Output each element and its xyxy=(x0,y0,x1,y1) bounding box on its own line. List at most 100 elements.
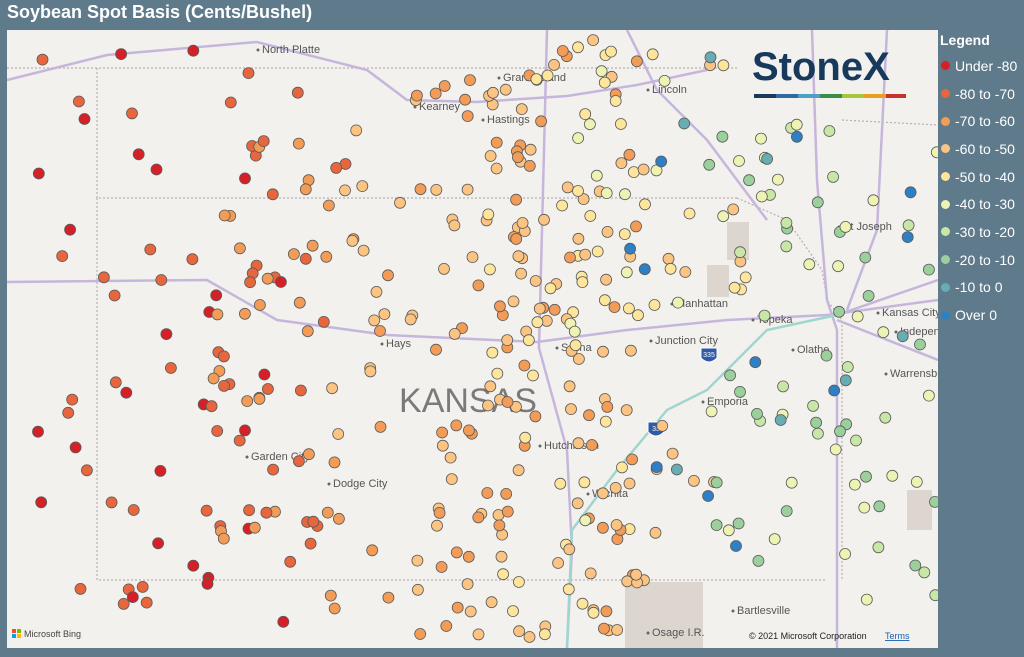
station-dot xyxy=(579,514,592,527)
station-dot xyxy=(512,576,525,588)
station-dot xyxy=(601,225,614,238)
legend-item[interactable]: -10 to 0 xyxy=(940,274,1024,302)
legend-item[interactable]: -70 to -60 xyxy=(940,107,1024,135)
station-dot xyxy=(705,405,718,418)
station-dot xyxy=(267,463,280,476)
station-dot xyxy=(595,65,608,78)
station-dot xyxy=(511,151,524,164)
station-dot xyxy=(688,474,700,487)
legend-item[interactable]: -20 to -10 xyxy=(940,246,1024,274)
station-dot xyxy=(518,359,531,372)
station-dot xyxy=(150,163,163,176)
station-dot xyxy=(218,379,230,392)
station-dot xyxy=(394,196,406,209)
station-dot xyxy=(734,385,746,398)
station-dot xyxy=(328,602,341,615)
station-dot xyxy=(200,504,213,517)
legend-item[interactable]: -30 to -20 xyxy=(940,218,1024,246)
station-dot xyxy=(597,345,609,358)
city-marker xyxy=(649,339,653,343)
station-dot xyxy=(655,155,668,168)
legend-item[interactable]: -40 to -30 xyxy=(940,190,1024,218)
station-dot xyxy=(261,383,274,395)
station-dot xyxy=(368,314,381,327)
station-dot xyxy=(552,557,564,569)
station-dot xyxy=(382,269,394,282)
station-dot xyxy=(630,220,642,233)
legend-item[interactable]: Over 0 xyxy=(940,301,1024,329)
legend-item[interactable]: -80 to -70 xyxy=(940,80,1024,108)
station-dot xyxy=(833,305,845,318)
station-dot xyxy=(205,400,218,413)
station-dot xyxy=(332,428,345,440)
station-dot xyxy=(430,343,442,356)
shield-label: 35 xyxy=(652,426,660,433)
city-marker xyxy=(327,482,331,486)
city-label: Osage I.R. xyxy=(652,627,705,639)
station-dot xyxy=(364,365,377,378)
station-dot xyxy=(780,216,793,229)
station-dot xyxy=(464,74,476,86)
station-dot xyxy=(459,93,472,106)
station-dot xyxy=(752,555,765,567)
station-dot xyxy=(539,628,551,641)
station-dot xyxy=(548,303,561,316)
bing-text: Microsoft Bing xyxy=(24,629,81,639)
station-dot xyxy=(751,407,763,420)
station-dot xyxy=(578,476,591,489)
station-dot xyxy=(571,497,584,510)
station-dot xyxy=(242,67,255,79)
station-dot xyxy=(829,443,842,456)
legend-item[interactable]: Under -80 xyxy=(940,52,1024,80)
station-dot xyxy=(510,233,523,245)
station-dot xyxy=(501,505,514,518)
station-dot xyxy=(292,137,305,150)
station-dot xyxy=(839,548,851,560)
station-dot xyxy=(717,59,730,72)
station-dot xyxy=(490,162,503,175)
station-dot xyxy=(611,624,623,636)
city-marker xyxy=(791,348,795,352)
city-marker xyxy=(380,342,384,346)
station-dot xyxy=(299,183,312,196)
station-dot xyxy=(803,258,816,271)
station-dot xyxy=(433,506,446,519)
station-dot xyxy=(541,69,554,82)
station-dot xyxy=(650,461,663,474)
station-dot xyxy=(436,426,449,439)
legend-item[interactable]: -60 to -50 xyxy=(940,135,1024,163)
terms-link[interactable]: Terms xyxy=(885,631,910,641)
station-dot xyxy=(733,155,745,167)
station-dot xyxy=(266,188,279,201)
station-dot xyxy=(507,605,519,617)
station-dot xyxy=(529,275,542,287)
station-dot xyxy=(512,464,525,477)
station-dot xyxy=(451,601,464,614)
station-dot xyxy=(374,420,387,433)
legend-item[interactable]: -50 to -40 xyxy=(940,163,1024,191)
station-dot xyxy=(98,271,110,284)
station-dot xyxy=(923,389,935,402)
station-dot xyxy=(860,470,872,483)
station-dot xyxy=(152,537,165,550)
station-dot xyxy=(378,308,391,321)
station-dot xyxy=(239,424,251,437)
city-label: Independence xyxy=(900,326,938,338)
station-dot xyxy=(253,392,266,405)
logo: StoneX xyxy=(752,45,906,98)
station-dot xyxy=(210,289,223,302)
station-dot xyxy=(241,395,254,408)
station-dot xyxy=(258,368,271,381)
station-dot xyxy=(261,272,274,285)
station-dot xyxy=(774,414,787,426)
legend-swatch xyxy=(941,89,950,99)
station-dot xyxy=(564,251,576,264)
station-dot xyxy=(599,415,612,428)
station-dot xyxy=(366,544,379,557)
station-dot xyxy=(304,537,317,550)
station-dot xyxy=(429,87,442,100)
station-dot xyxy=(620,266,633,279)
station-dot xyxy=(484,380,497,393)
station-dot xyxy=(780,240,793,253)
station-dot xyxy=(827,170,839,183)
